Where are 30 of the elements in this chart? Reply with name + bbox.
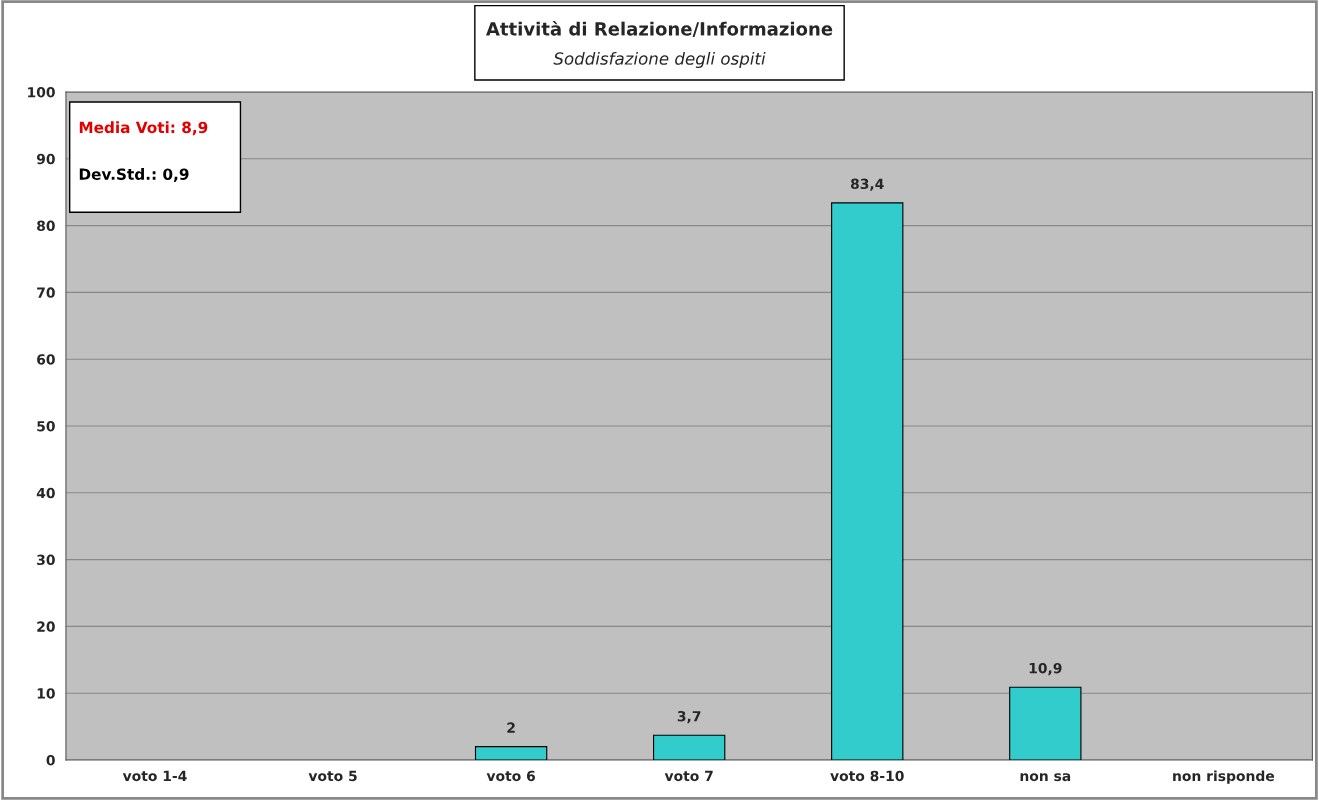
y-tick-label: 70 (37, 287, 55, 298)
bar (1009, 686, 1082, 760)
y-tick-label: 50 (37, 420, 55, 432)
annotation: Dev.Std.: 0,9 (79, 168, 189, 182)
y-tick-label: 60 (37, 354, 55, 365)
y-tick-label: 30 (37, 554, 55, 566)
x-tick-label: non sa (1020, 773, 1071, 782)
y-tick-label: 90 (36, 153, 55, 165)
chart-title: Attività di Relazione/Informazione (486, 20, 833, 38)
chart-subtitle: Soddisfazione degli ospiti (553, 51, 766, 69)
bar (831, 202, 904, 760)
annotation: Media Voti: 8,9 (79, 121, 208, 136)
y-tick-label: 80 (37, 220, 55, 232)
x-tick-label: voto 1-4 (122, 770, 187, 782)
x-tick-label: voto 7 (664, 770, 713, 782)
y-tick-label: 20 (37, 621, 55, 632)
x-tick-label: voto 6 (486, 770, 535, 782)
y-tick-label: 10 (37, 688, 55, 699)
y-tick-label: 40 (36, 487, 55, 499)
bar (653, 734, 726, 760)
x-tick-label: non risponde (1173, 770, 1275, 784)
data-label: 3,7 (677, 710, 701, 724)
data-label: 10,9 (1029, 662, 1062, 676)
data-label: 83,4 (850, 178, 884, 191)
x-tick-label: voto 8-10 (830, 770, 904, 782)
x-tick-label: voto 5 (308, 770, 357, 782)
data-label: 2 (507, 722, 515, 733)
bar (474, 746, 548, 760)
y-tick-label: 100 (28, 86, 55, 98)
y-tick-label: 0 (46, 754, 55, 766)
